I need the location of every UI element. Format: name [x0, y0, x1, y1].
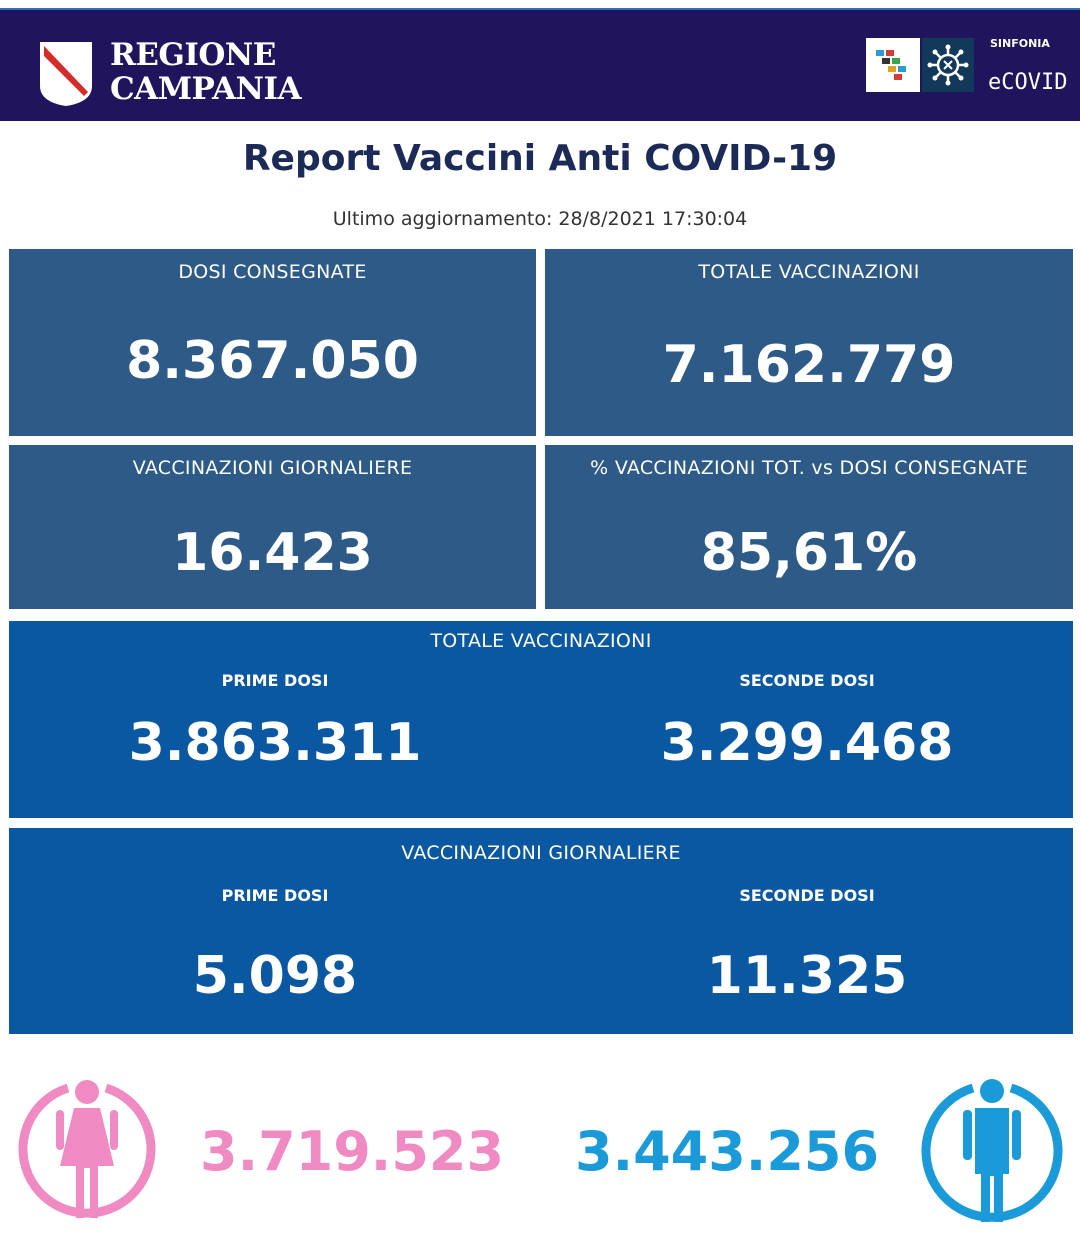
- page-title: Report Vaccini Anti COVID-19: [242, 138, 838, 179]
- card-value: 16.423: [172, 523, 373, 583]
- top-border: [0, 0, 1080, 10]
- female-vaccinations-value: 3.719.523: [200, 1120, 505, 1183]
- card-value: 8.367.050: [126, 331, 419, 391]
- virus-logo: [922, 38, 974, 92]
- ecovid-label: eCOVID: [988, 70, 1068, 95]
- last-updated: Ultimo aggiornamento: 28/8/2021 17:30:04: [332, 208, 748, 230]
- seconde-dosi-value: 11.325: [706, 946, 908, 1006]
- seconde-dosi-label: SECONDE DOSI: [739, 886, 875, 905]
- card-value: 85,61%: [700, 523, 918, 583]
- card-label: TOTALE VACCINAZIONI: [698, 261, 920, 283]
- card-vaccinazioni-giornaliere: VACCINAZIONI GIORNALIERE 16.423: [9, 445, 536, 609]
- card-label: DOSI CONSEGNATE: [178, 261, 367, 283]
- campania-shield-logo: [40, 42, 92, 106]
- panel-vaccinazioni-giornaliere: VACCINAZIONI GIORNALIERE PRIME DOSI SECO…: [9, 828, 1073, 1034]
- male-vaccinations-value: 3.443.256: [575, 1120, 880, 1183]
- panel-heading: VACCINAZIONI GIORNALIERE: [401, 842, 681, 864]
- prime-dosi-value: 3.863.311: [128, 713, 422, 773]
- panel-totale-vaccinazioni: TOTALE VACCINAZIONI PRIME DOSI SECONDE D…: [9, 621, 1073, 818]
- seconde-dosi-value: 3.299.468: [660, 713, 954, 773]
- card-label: VACCINAZIONI GIORNALIERE: [132, 457, 413, 479]
- prime-dosi-label: PRIME DOSI: [221, 671, 329, 690]
- sinfonia-label: SINFONIA: [990, 37, 1050, 50]
- card-dosi-consegnate: DOSI CONSEGNATE 8.367.050: [9, 249, 536, 436]
- card-percentuale: % VACCINAZIONI TOT. vs DOSI CONSEGNATE 8…: [545, 445, 1073, 609]
- header-bar: REGIONE CAMPANIA: [0, 10, 1080, 121]
- card-totale-vaccinazioni: TOTALE VACCINAZIONI 7.162.779: [545, 249, 1073, 436]
- sinfonia-pixel-logo: [866, 38, 920, 92]
- brand-name: REGIONE CAMPANIA: [110, 37, 302, 107]
- seconde-dosi-label: SECONDE DOSI: [739, 671, 875, 690]
- pixel-icon: [876, 50, 906, 80]
- card-label: % VACCINAZIONI TOT. vs DOSI CONSEGNATE: [590, 457, 1028, 479]
- female-person-icon: [18, 1080, 156, 1218]
- male-person-icon: [921, 1079, 1063, 1222]
- panel-heading: TOTALE VACCINAZIONI: [430, 630, 652, 652]
- brand-line1: REGIONE: [110, 37, 276, 73]
- virus-icon: [927, 44, 969, 86]
- prime-dosi-label: PRIME DOSI: [221, 886, 329, 905]
- card-value: 7.162.779: [662, 335, 956, 395]
- brand-line2: CAMPANIA: [110, 71, 302, 107]
- prime-dosi-value: 5.098: [192, 946, 358, 1006]
